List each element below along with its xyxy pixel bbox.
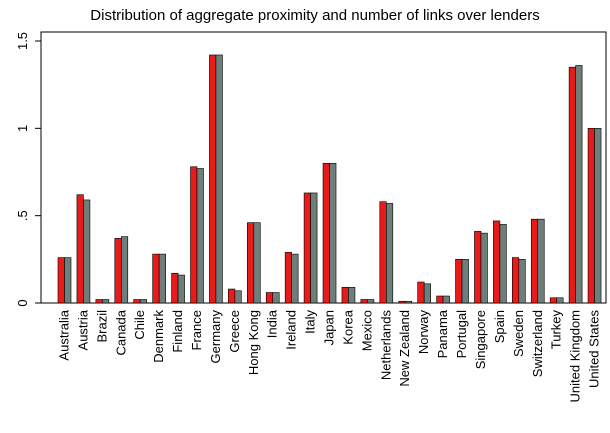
bar-series-2-spain <box>499 224 507 304</box>
x-tick-label: Canada <box>113 309 128 355</box>
x-tick-label: Norway <box>416 310 431 355</box>
bar-series-1-austria <box>76 194 84 304</box>
x-tick-label: Italy <box>303 310 318 334</box>
bar-series-2-norway <box>423 283 431 304</box>
bar-series-1-finland <box>171 273 179 304</box>
x-tick-label: United Kingdom <box>568 310 583 403</box>
bar-series-1-korea <box>341 286 349 304</box>
bar-series-2-sweden <box>518 259 526 304</box>
x-tick-label: Ireland <box>284 310 299 350</box>
x-tick-label: Mexico <box>359 310 374 351</box>
x-tick-label: France <box>189 310 204 350</box>
bar-series-1-denmark <box>152 253 160 304</box>
x-tick-label: Denmark <box>151 310 166 363</box>
x-tick-label: Switzerland <box>530 310 545 377</box>
bar-series-1-new-zealand <box>398 300 406 304</box>
bar-series-1-hong-kong <box>247 222 255 304</box>
bar-series-2-netherlands <box>386 203 394 304</box>
bar-series-2-finland <box>177 274 185 304</box>
bar-series-2-denmark <box>158 253 166 304</box>
bar-series-1-switzerland <box>530 218 539 304</box>
x-tick-label: India <box>265 309 280 338</box>
bar-series-1-germany <box>209 54 217 304</box>
x-tick-label: Finland <box>170 310 185 353</box>
x-tick-label: Brazil <box>94 310 109 343</box>
bar-series-2-new-zealand <box>404 300 413 304</box>
bar-series-2-canada <box>120 236 129 304</box>
bar-series-2-australia <box>64 257 72 304</box>
y-tick-label: .5 <box>15 210 30 221</box>
bar-series-1-india <box>265 292 274 304</box>
bar-series-1-united-kingdom <box>568 66 576 304</box>
x-tick-label: Panama <box>435 309 450 358</box>
bar-series-1-norway <box>417 281 425 304</box>
bar-series-1-greece <box>228 288 236 304</box>
x-tick-label: Germany <box>208 310 223 364</box>
bar-series-1-singapore <box>474 231 482 304</box>
x-tick-label: Netherlands <box>378 310 393 381</box>
y-tick-label: 1.5 <box>15 32 30 50</box>
x-tick-label: United States <box>587 310 602 389</box>
bars-group <box>57 54 602 304</box>
bar-series-2-panama <box>442 295 450 304</box>
x-tick-label: Korea <box>340 309 355 344</box>
bar-series-2-switzerland <box>537 218 545 304</box>
bar-series-1-chile <box>133 299 141 304</box>
x-tick-label: Sweden <box>511 310 526 357</box>
bar-series-1-spain <box>493 220 501 304</box>
bar-series-1-italy <box>303 192 311 304</box>
bar-series-2-united-kingdom <box>575 65 583 304</box>
x-tick-label: Austria <box>75 309 90 350</box>
bar-series-2-mexico <box>367 299 375 304</box>
x-tick-label: New Zealand <box>397 310 412 387</box>
x-tick-label: Australia <box>57 309 72 360</box>
bar-series-2-united-states <box>594 128 602 304</box>
bar-series-2-greece <box>234 290 242 304</box>
bar-series-2-hong-kong <box>253 222 261 304</box>
bar-series-1-netherlands <box>379 201 387 304</box>
bar-series-2-brazil <box>102 299 110 304</box>
y-axis: 0 .5 1 1.5 <box>15 32 41 307</box>
x-axis-labels: Australia Austria Brazil Canada Chile Denmark… <box>57 309 602 402</box>
bar-series-1-canada <box>114 238 122 304</box>
bar-series-1-mexico <box>360 299 368 304</box>
x-tick-label: Turkey <box>549 310 564 350</box>
bar-series-1-australia <box>57 257 65 304</box>
x-tick-label: Greece <box>227 310 242 353</box>
bar-series-1-panama <box>436 295 444 304</box>
chart-title: Distribution of aggregate proximity and … <box>90 7 539 24</box>
bar-series-2-korea <box>348 286 356 304</box>
x-tick-label: Hong Kong <box>246 310 261 375</box>
bar-series-1-france <box>190 166 198 304</box>
y-tick-label: 1 <box>15 125 30 132</box>
bar-series-2-italy <box>310 192 318 304</box>
bar-series-1-sweden <box>512 257 520 304</box>
bar-series-1-ireland <box>284 252 292 304</box>
x-tick-label: Singapore <box>473 310 488 369</box>
x-tick-label: Chile <box>132 310 147 340</box>
bar-series-1-japan <box>322 162 330 304</box>
bar-series-2-turkey <box>556 297 564 304</box>
bar-series-2-india <box>272 292 280 304</box>
bar-series-1-united-states <box>587 128 595 304</box>
bar-series-1-turkey <box>549 297 557 304</box>
bar-series-2-france <box>196 168 204 304</box>
bar-series-2-chile <box>139 299 148 304</box>
bar-series-2-japan <box>329 162 337 304</box>
x-tick-label: Portugal <box>454 310 469 359</box>
bar-series-2-austria <box>83 199 91 304</box>
x-tick-label: Spain <box>492 310 507 343</box>
y-tick-label: 0 <box>15 299 30 306</box>
bar-series-2-portugal <box>461 259 469 304</box>
bar-series-1-portugal <box>455 259 463 304</box>
bar-series-2-ireland <box>291 253 299 304</box>
x-tick-label: Japan <box>322 310 337 345</box>
bar-series-1-brazil <box>95 299 103 304</box>
bar-series-2-singapore <box>480 232 488 304</box>
bar-series-2-germany <box>215 54 223 304</box>
